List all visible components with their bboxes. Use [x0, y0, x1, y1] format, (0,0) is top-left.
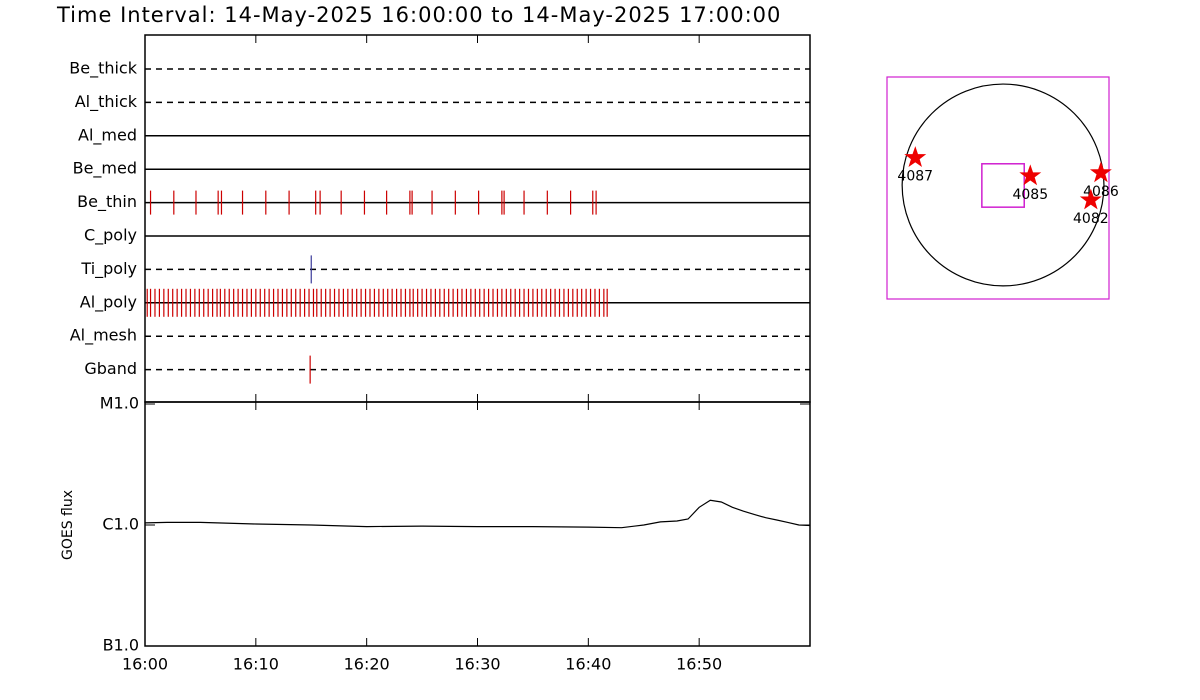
- x-tick-label: 16:40: [565, 655, 611, 674]
- filter-label: Be_thin: [77, 192, 137, 212]
- active-region-label: 4085: [1012, 187, 1048, 203]
- active-region-star: [904, 146, 927, 168]
- solar-limb: [901, 83, 1105, 287]
- x-tick-label: 16:00: [122, 655, 168, 674]
- y-tick-label: B1.0: [103, 636, 139, 655]
- filter-label: Ti_poly: [80, 259, 137, 279]
- active-region-star: [1019, 164, 1042, 186]
- filter-label: Be_thick: [69, 59, 137, 79]
- panel-frame: [144, 34, 811, 403]
- filter-label: Al_thick: [75, 92, 138, 112]
- active-region-label: 4087: [897, 169, 933, 185]
- x-tick-label: 16:10: [233, 655, 279, 674]
- filter-label: Al_poly: [80, 292, 137, 312]
- x-tick-label: 16:50: [676, 655, 722, 674]
- field-of-view: [981, 163, 1025, 208]
- filter-label: Al_mesh: [70, 326, 137, 346]
- map-frame: [886, 76, 1110, 300]
- x-tick-label: 16:20: [344, 655, 390, 674]
- filter-label: Be_med: [73, 159, 137, 179]
- y-tick-label: M1.0: [100, 394, 139, 413]
- active-region-star: [1089, 161, 1112, 183]
- x-tick-label: 16:30: [454, 655, 500, 674]
- goes-curve: [144, 499, 811, 529]
- filter-label: Al_med: [78, 125, 137, 145]
- active-region-star: [1079, 188, 1102, 210]
- y-tick-label: C1.0: [102, 515, 139, 534]
- active-region-label: 4082: [1073, 211, 1109, 227]
- y-axis-label: GOES flux: [60, 490, 76, 560]
- filter-label: Gband: [84, 359, 137, 378]
- filter-label: C_poly: [84, 226, 137, 246]
- chart-title: Time Interval: 14-May-2025 16:00:00 to 1…: [56, 3, 781, 27]
